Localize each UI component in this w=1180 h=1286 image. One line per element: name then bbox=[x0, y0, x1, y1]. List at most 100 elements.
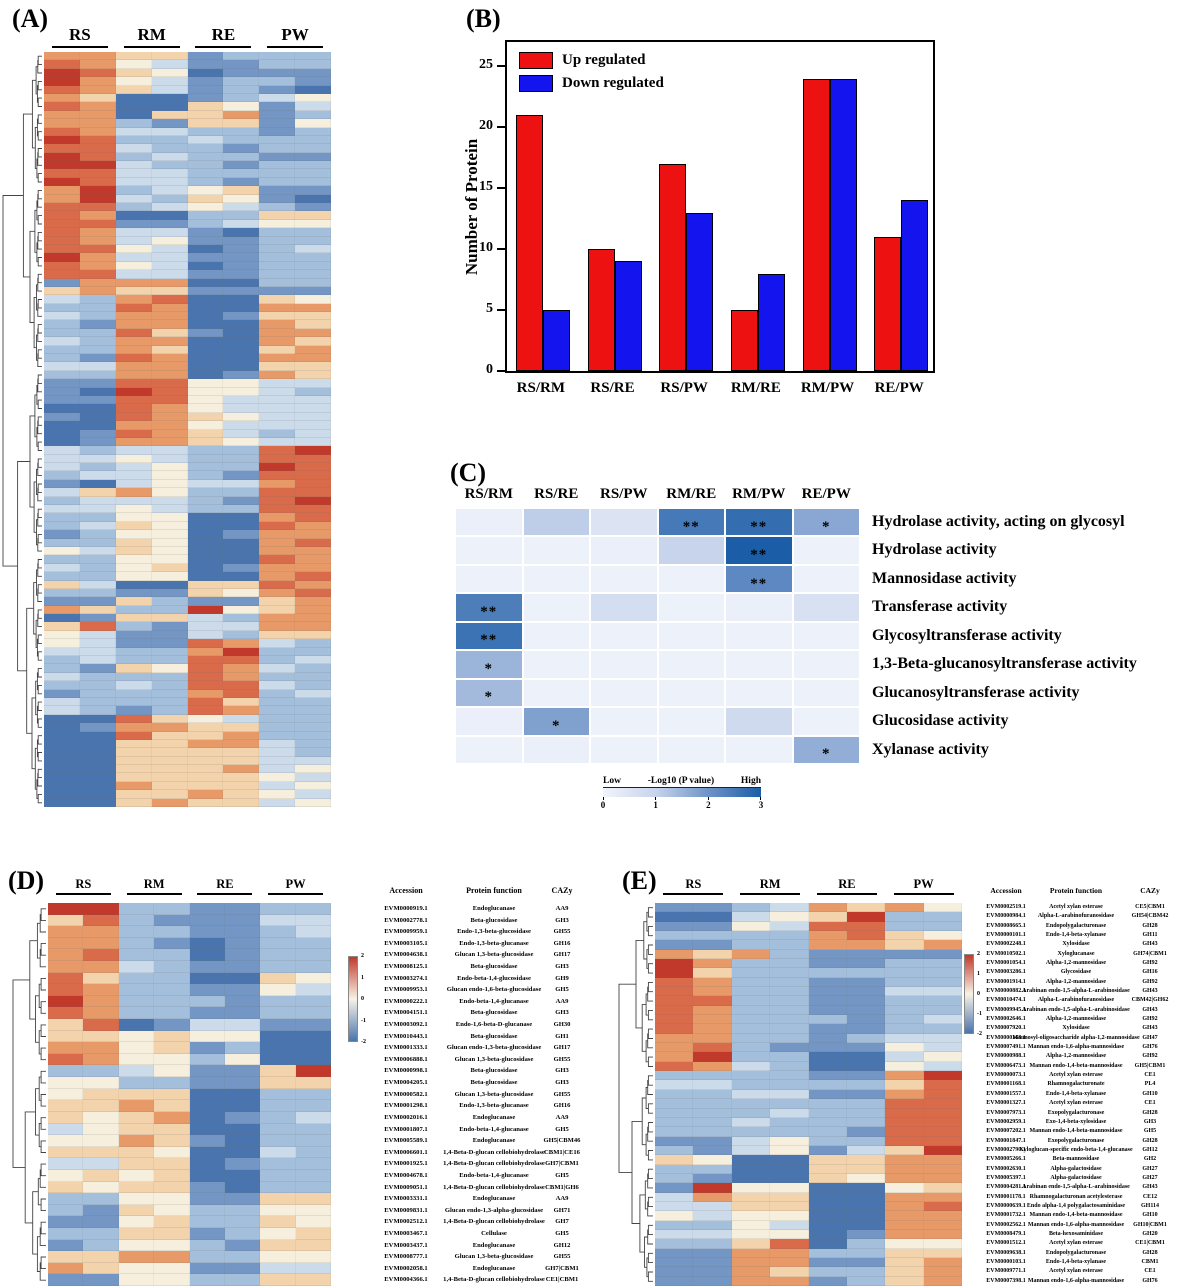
heatmap-cell bbox=[885, 1248, 924, 1258]
protein-function-cell: Glucan 1,3-beta-glucosidase bbox=[454, 1055, 534, 1063]
heatmap-cell bbox=[154, 1262, 190, 1275]
heatmap-cell bbox=[79, 555, 116, 564]
heatmap-cell bbox=[808, 1071, 847, 1081]
cazy-family-cell: GH76 bbox=[1142, 1277, 1158, 1284]
heatmap-cell bbox=[923, 912, 962, 922]
heatmap-cell bbox=[79, 748, 116, 757]
heatmap-cell bbox=[693, 1201, 732, 1212]
heatmap-cell bbox=[187, 437, 224, 447]
heatmap-cell bbox=[44, 194, 80, 203]
cazy-family-cell: GH43 bbox=[1142, 1006, 1158, 1013]
column-group-header: PW bbox=[260, 877, 331, 901]
heatmap-cell bbox=[295, 1030, 331, 1043]
heatmap-cell bbox=[295, 1135, 331, 1147]
heatmap-cell bbox=[151, 68, 188, 78]
heatmap-cell bbox=[115, 119, 152, 128]
heatmap-cell bbox=[259, 496, 296, 505]
enrichment-cell bbox=[522, 536, 590, 565]
heatmap-cell bbox=[223, 278, 260, 287]
heatmap-cell bbox=[770, 1117, 809, 1128]
heatmap-cell bbox=[846, 1117, 886, 1128]
heatmap-cell bbox=[223, 52, 260, 61]
enrichment-cell bbox=[522, 593, 590, 622]
heatmap-cell bbox=[189, 1227, 225, 1240]
heatmap-cell bbox=[295, 169, 331, 178]
accession-cell: EVM0001327.1 bbox=[986, 1100, 1026, 1107]
heatmap-cell bbox=[808, 949, 847, 960]
heatmap-cell bbox=[693, 1089, 732, 1100]
heatmap-cell bbox=[187, 362, 224, 371]
heatmap-cell bbox=[44, 723, 80, 732]
heatmap-cell bbox=[295, 555, 331, 564]
heatmap-cell bbox=[79, 379, 116, 388]
cazy-family-cell: GH10 bbox=[1142, 1090, 1158, 1097]
protein-function-cell: Alpha-galactosidase bbox=[1050, 1174, 1102, 1181]
down-regulated-bar bbox=[901, 200, 929, 371]
enrichment-cell bbox=[725, 735, 793, 764]
heatmap-cell bbox=[259, 295, 296, 304]
accession-cell: EVM0004638.1 bbox=[384, 951, 428, 959]
heatmap-cell bbox=[115, 110, 152, 120]
heatmap-cell bbox=[48, 926, 84, 938]
heatmap-cell bbox=[151, 186, 188, 195]
enrichment-cell bbox=[725, 593, 793, 622]
accession-cell: EVM0009953.1 bbox=[384, 986, 428, 994]
enrichment-cell bbox=[725, 678, 793, 708]
heatmap-cell bbox=[770, 1164, 809, 1174]
heatmap-cell bbox=[655, 912, 694, 922]
heatmap-cell bbox=[731, 1089, 771, 1100]
heatmap-cell bbox=[259, 580, 296, 589]
heatmap-cell bbox=[259, 270, 296, 279]
enrichment-cell bbox=[590, 508, 658, 537]
heatmap-cell bbox=[260, 1239, 296, 1252]
cazy-family-cell: GH2 bbox=[1143, 1156, 1157, 1163]
heatmap-cell bbox=[44, 119, 80, 128]
cazy-family-cell: GH47 bbox=[1142, 1034, 1158, 1041]
heatmap-cell bbox=[115, 572, 152, 581]
heatmap-cell bbox=[44, 404, 80, 413]
heatmap-cell bbox=[295, 303, 331, 313]
heatmap-cell bbox=[295, 244, 331, 254]
heatmap-cell bbox=[731, 1071, 771, 1081]
heatmap-cell bbox=[79, 169, 116, 178]
heatmap-cell bbox=[187, 328, 224, 338]
protein-function-cell: Endoglucanase bbox=[472, 1241, 516, 1249]
enrichment-cell bbox=[725, 707, 793, 736]
heatmap-cell bbox=[259, 253, 296, 262]
heatmap-cell bbox=[115, 790, 152, 799]
heatmap-cell bbox=[731, 931, 771, 941]
heatmap-cell bbox=[224, 1019, 261, 1031]
heatmap-cell bbox=[295, 52, 331, 61]
heatmap-a bbox=[44, 52, 331, 807]
heatmap-cell bbox=[808, 1145, 847, 1156]
heatmap-cell bbox=[44, 488, 80, 497]
column-group-header: RM bbox=[116, 25, 188, 51]
heatmap-cell bbox=[151, 379, 188, 388]
heatmap-cell bbox=[115, 714, 152, 724]
heatmap-cell bbox=[295, 127, 331, 136]
header-underline bbox=[893, 893, 954, 895]
heatmap-cell bbox=[885, 1229, 924, 1240]
cazy-family-cell: GH1 bbox=[555, 1032, 569, 1040]
heatmap-cell bbox=[151, 270, 188, 279]
heatmap-cell bbox=[259, 563, 296, 573]
heatmap-cell bbox=[731, 1033, 771, 1044]
heatmap-cell bbox=[83, 972, 119, 985]
enrichment-cell bbox=[792, 564, 860, 594]
heatmap-cell bbox=[731, 1108, 771, 1118]
protein-function-cell: Alpha-1,2-mannosidase bbox=[1045, 1053, 1107, 1060]
heatmap-cell bbox=[693, 1145, 732, 1156]
heatmap-cell bbox=[151, 85, 188, 94]
heatmap-cell bbox=[295, 672, 331, 682]
heatmap-cell bbox=[79, 152, 116, 162]
protein-function-cell: Endoglucanase bbox=[472, 1195, 516, 1203]
heatmap-cell bbox=[224, 1158, 261, 1170]
table-column-header: Accession bbox=[990, 886, 1022, 895]
protein-function-cell: Endo alpha-1,4 polygalactosaminidase bbox=[1026, 1202, 1126, 1209]
heatmap-cell bbox=[259, 748, 296, 757]
heatmap-cell bbox=[223, 756, 260, 766]
y-tick-label: 10 bbox=[479, 240, 493, 256]
header-underline bbox=[267, 46, 324, 48]
heatmap-cell bbox=[189, 961, 225, 973]
heatmap-cell bbox=[151, 521, 188, 531]
